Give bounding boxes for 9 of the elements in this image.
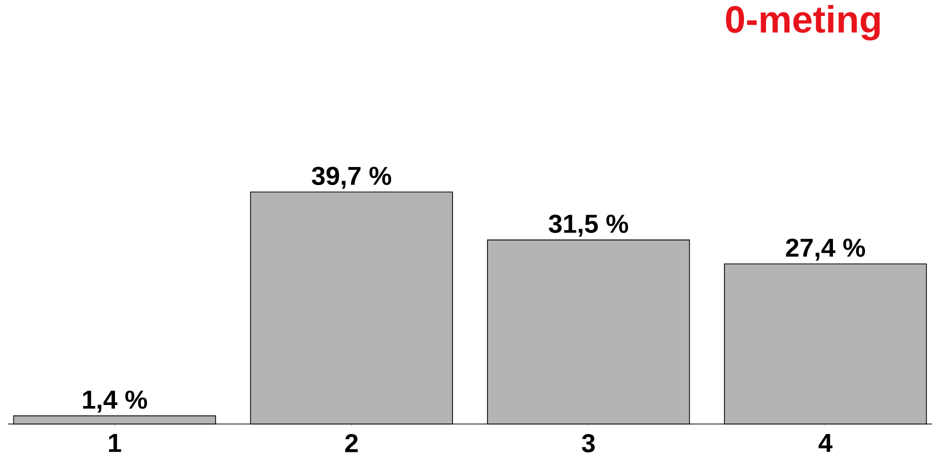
data-label: 31,5 % [548,214,628,237]
data-label: 39,7 % [312,166,392,189]
data-label: 27,4 % [786,238,866,261]
x-tick-label: 4 [818,434,832,452]
chart-title: 0-meting [726,5,880,40]
x-tick-label: 2 [345,434,358,452]
data-label: 1,4 % [83,390,148,413]
x-tick-label: 3 [582,434,595,452]
x-tick-label: 1 [109,434,122,452]
